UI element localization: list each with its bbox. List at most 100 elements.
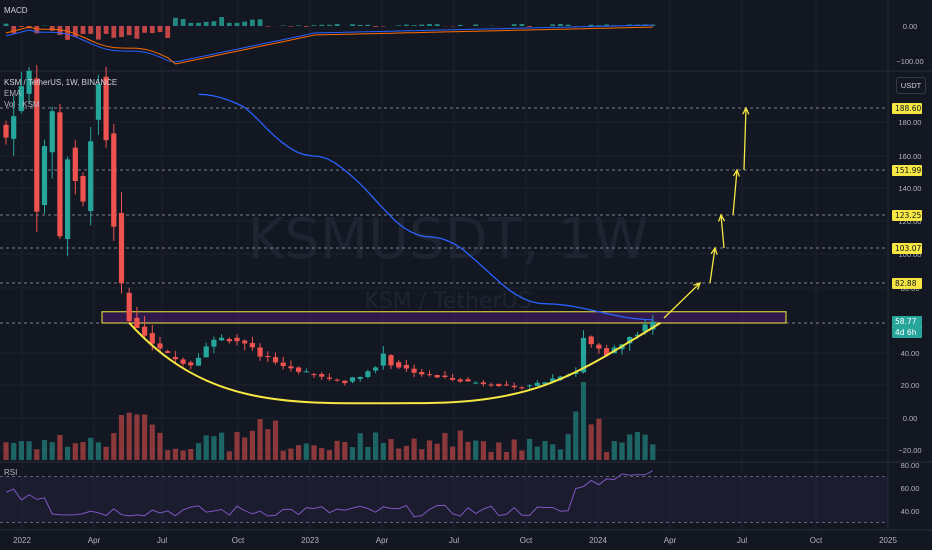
candle-body xyxy=(103,76,109,141)
volume-bar xyxy=(57,434,63,460)
volume-bar xyxy=(419,449,425,460)
rsi-tick-label: 40.00 xyxy=(901,507,920,516)
macd-tick-label: 0.00 xyxy=(903,22,918,31)
volume-bar xyxy=(80,442,86,460)
volume-label[interactable]: Vol · KSM xyxy=(4,100,40,109)
candle-body xyxy=(527,385,533,387)
time-tick-label: Oct xyxy=(810,536,823,545)
volume-bar xyxy=(49,442,55,460)
currency-button[interactable]: USDT xyxy=(896,77,926,94)
price-tick-label: 180.00 xyxy=(899,118,922,127)
chart-title: KSM / TetherUS, 1W, BINANCE xyxy=(4,78,118,87)
macd-histogram-bar xyxy=(280,25,286,26)
volume-bar xyxy=(41,439,48,460)
time-tick-label: Oct xyxy=(232,536,245,545)
volume-bar xyxy=(373,432,379,460)
macd-histogram-bar xyxy=(111,26,117,38)
candle-body xyxy=(488,384,494,386)
candle-body xyxy=(403,364,409,369)
volume-bar xyxy=(326,450,332,460)
macd-histogram-bar xyxy=(65,26,70,40)
candle-body xyxy=(226,339,232,342)
rsi-line xyxy=(5,470,654,518)
candle-body xyxy=(257,347,263,357)
volume-bar xyxy=(257,419,263,460)
volume-bar xyxy=(272,420,279,460)
price-tick-label: 80.00 xyxy=(901,284,920,293)
volume-bar xyxy=(611,441,617,460)
volume-bar xyxy=(557,449,563,460)
macd-histogram-bar xyxy=(404,24,409,26)
volume-bar xyxy=(488,451,494,460)
ema-label[interactable]: EMA xyxy=(4,89,22,98)
macd-histogram-bar xyxy=(219,17,224,26)
macd-label[interactable]: MACD xyxy=(4,6,28,15)
candle-body xyxy=(604,348,610,356)
volume-bar xyxy=(503,451,510,460)
volume-bar xyxy=(249,430,255,460)
candle-body xyxy=(126,292,132,322)
volume-bar xyxy=(634,432,640,460)
volume-bar xyxy=(434,443,440,460)
macd-histogram-bar xyxy=(11,26,17,34)
axis-labels: 180.00 160.00 140.00 120.00 100.00 80.00 40.00… xyxy=(896,22,923,516)
volume-bar xyxy=(111,433,117,460)
candle-body xyxy=(88,141,94,211)
candle-body xyxy=(342,380,348,384)
candle-body xyxy=(3,124,9,138)
macd-histogram-bar xyxy=(558,23,563,26)
volume-bar xyxy=(3,442,9,460)
candle-body xyxy=(142,326,148,336)
time-tick-label: 2024 xyxy=(589,536,607,545)
volume-bar xyxy=(388,439,394,460)
target-arrow-head xyxy=(710,246,718,255)
volume-bar xyxy=(134,414,140,460)
volume-bar xyxy=(18,441,24,460)
macd-line xyxy=(5,24,653,63)
candle-body xyxy=(249,342,255,348)
macd-histogram-bar xyxy=(473,24,479,26)
candle-body xyxy=(242,340,248,344)
volume-bar xyxy=(72,443,78,460)
candle-body xyxy=(188,362,194,366)
candle-body xyxy=(72,147,78,182)
candle-body xyxy=(134,317,140,328)
volume-bar xyxy=(480,441,486,460)
time-tick-label: Apr xyxy=(376,536,389,545)
macd-histogram-bar xyxy=(373,26,378,27)
candle-body xyxy=(272,357,279,363)
target-arrow-head xyxy=(732,168,741,177)
watermark-subtitle: KSM / TetherUS xyxy=(364,289,531,314)
volume-bar xyxy=(588,424,594,460)
macd-histogram-bar xyxy=(165,26,171,38)
candle-body xyxy=(450,377,456,380)
rsi-label[interactable]: RSI xyxy=(4,468,18,477)
price-tick-label: 20.00 xyxy=(901,381,920,390)
current-price-label: 58.77 xyxy=(892,316,922,327)
macd-histogram-bar xyxy=(57,26,63,35)
volume-bar xyxy=(319,448,325,460)
volume-bar xyxy=(396,448,402,460)
macd-histogram-bar xyxy=(19,26,24,27)
volume-bar xyxy=(457,430,463,460)
volume-bar xyxy=(604,451,610,460)
candle-body xyxy=(503,384,510,386)
macd-histogram-bar xyxy=(550,24,556,26)
volume-bar xyxy=(242,437,248,460)
candle-body xyxy=(49,111,55,153)
price-tick-label: 160.00 xyxy=(899,152,922,161)
candle-body xyxy=(596,344,602,349)
macd-histogram-bar xyxy=(196,22,201,26)
volume-bar xyxy=(619,442,625,460)
volume-bar xyxy=(34,449,40,460)
volume-bar xyxy=(211,436,217,460)
volume-bar xyxy=(349,447,356,460)
macd-histogram-bar xyxy=(604,24,609,26)
macd-histogram-bar xyxy=(3,23,9,26)
candle-body xyxy=(111,133,117,227)
candle-body xyxy=(334,379,340,381)
volume-bar xyxy=(311,445,317,460)
candle-body xyxy=(496,383,502,387)
